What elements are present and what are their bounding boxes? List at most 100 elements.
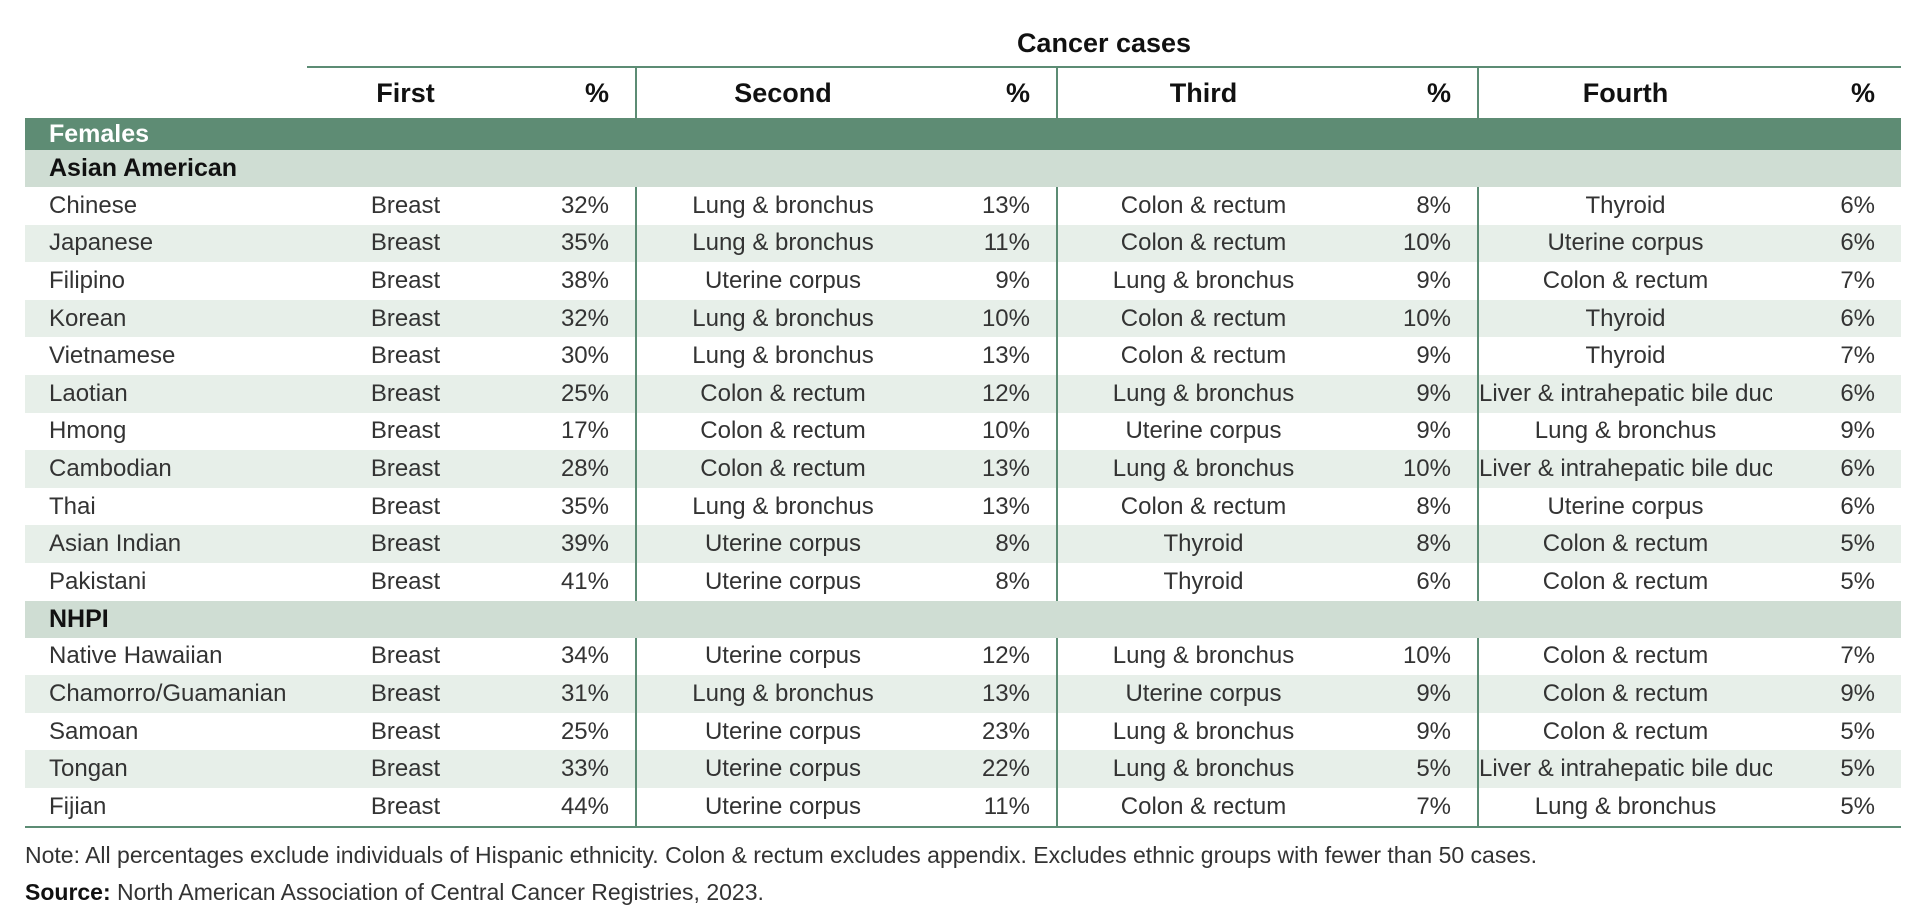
third-pct-cell: 10% (1349, 224, 1478, 263)
third-site-cell: Lung & bronchus (1056, 262, 1349, 300)
third-pct-cell: 6% (1416, 567, 1451, 595)
table-row: Fijian Breast 44% Uterine corpus 11% Colon & … (25, 787, 1902, 828)
second-site-cell: Uterine corpus (635, 750, 929, 788)
first-site-cell: Breast (307, 299, 504, 338)
third-pct-cell: 8% (1349, 525, 1478, 563)
first-site-cell: Breast (307, 675, 504, 713)
first-pct-cell: 41% (560, 567, 609, 595)
second-pct-cell: 22% (929, 750, 1057, 788)
table-row: Tongan Breast 33% Uterine corpus 22% Lung & b… (25, 750, 1902, 788)
second-site-cell: Lung & bronchus (635, 224, 929, 263)
table-row: Vietnamese Breast 30% Lung & bronchus 13% Col… (25, 337, 1901, 375)
table-note: Note: All percentages exclude individual… (25, 841, 1538, 868)
fourth-site-cell: Liver & intrahepatic bile duct (1477, 374, 1772, 413)
second-site-cell: Uterine corpus (635, 262, 929, 300)
column-header-fourth: Fourth (1477, 67, 1772, 118)
source-text: North American Association of Central Ca… (110, 878, 764, 905)
column-header-first-pct: % (584, 77, 609, 108)
first-pct-cell: 44% (504, 787, 636, 828)
fourth-pct-cell: 6% (1840, 191, 1876, 219)
second-pct-cell: 11% (929, 787, 1057, 828)
second-site-cell: Uterine corpus (635, 712, 929, 751)
section-header: Females (25, 118, 1902, 150)
first-site-cell: Breast (307, 787, 504, 828)
table-row: Korean Breast 32% Lung & bronchus 10% Colon &… (25, 299, 1902, 338)
fourth-site-cell: Uterine corpus (1477, 487, 1772, 526)
section-header-row: Females (25, 118, 1902, 150)
third-pct-cell: 5% (1349, 750, 1478, 788)
third-site-cell: Lung & bronchus (1056, 450, 1349, 488)
third-pct-cell: 9% (1416, 717, 1451, 745)
third-site-cell: Lung & bronchus (1056, 750, 1349, 788)
fourth-pct-cell: 6% (1840, 492, 1876, 520)
third-pct-cell: 9% (1416, 417, 1451, 445)
first-pct-cell: 33% (504, 750, 636, 788)
stub-header (25, 67, 307, 118)
table-row: Asian Indian Breast 39% Uterine corpus 8% Thy… (25, 525, 1902, 563)
second-pct-cell: 9% (995, 266, 1030, 294)
fourth-pct-cell: 5% (1772, 787, 1902, 828)
ethnicity-cell: Filipino (49, 266, 126, 294)
fourth-site-cell: Thyroid (1477, 337, 1772, 375)
first-site-cell: Breast (307, 450, 504, 488)
ethnicity-cell: Thai (49, 492, 96, 520)
fourth-site-cell: Colon & rectum (1477, 262, 1772, 300)
second-site-cell: Lung & bronchus (635, 675, 929, 713)
second-pct-cell: 10% (981, 417, 1030, 445)
third-pct-cell: 9% (1416, 266, 1451, 294)
table-row: Filipino Breast 38% Uterine corpus 9% Lung & … (25, 262, 1901, 300)
second-pct-cell: 8% (929, 525, 1057, 563)
third-pct-cell: 9% (1349, 675, 1478, 713)
fourth-site-cell: Uterine corpus (1477, 224, 1772, 263)
third-site-cell: Colon & rectum (1056, 187, 1349, 225)
second-pct-cell: 11% (929, 224, 1057, 263)
cancer-cases-table: Cancer cases First % Second % Third % Fo… (25, 20, 1902, 828)
table-body: Females Asian American Chinese Breast 32% Lu… (25, 118, 1902, 828)
table-row: Japanese Breast 35% Lung & bronchus 11% Colon… (25, 224, 1902, 263)
third-site-cell: Thyroid (1056, 525, 1349, 563)
first-site-cell: Breast (370, 717, 441, 745)
column-header-third-pct: % (1426, 77, 1451, 108)
second-pct-cell: 13% (929, 450, 1057, 488)
ethnicity-cell: Chamorro/Guamanian (25, 675, 307, 713)
second-pct-cell: 10% (929, 299, 1057, 338)
second-pct-cell: 13% (981, 492, 1030, 520)
third-pct-cell: 10% (1402, 642, 1451, 670)
first-pct-cell: 39% (504, 525, 636, 563)
first-site-cell: Breast (370, 642, 441, 670)
first-pct-cell: 38% (560, 266, 609, 294)
first-pct-cell: 25% (560, 717, 609, 745)
first-site-cell: Breast (370, 492, 441, 520)
second-pct-cell: 13% (981, 191, 1030, 219)
third-pct-cell: 9% (1416, 342, 1451, 370)
fourth-site-cell: Colon & rectum (1477, 637, 1772, 676)
first-pct-cell: 31% (504, 675, 636, 713)
first-site-cell: Breast (370, 567, 441, 595)
ethnicity-cell: Cambodian (25, 450, 307, 488)
third-pct-cell: 9% (1349, 374, 1478, 413)
third-pct-cell: 10% (1349, 299, 1478, 338)
first-site-cell: Breast (370, 266, 441, 294)
second-site-cell: Colon & rectum (635, 412, 929, 451)
third-site-cell: Thyroid (1056, 562, 1349, 601)
second-site-cell: Lung & bronchus (635, 187, 929, 225)
table-source: Source: North American Association of Ce… (25, 879, 1901, 906)
ethnicity-cell: Tongan (25, 750, 307, 788)
source-label: Source: (25, 878, 111, 905)
second-site-cell: Uterine corpus (635, 562, 929, 601)
third-site-cell: Lung & bronchus (1056, 712, 1349, 751)
first-site-cell: Breast (370, 417, 441, 445)
fourth-site-cell: Colon & rectum (1477, 562, 1772, 601)
first-pct-cell: 25% (504, 374, 636, 413)
second-site-cell: Lung & bronchus (635, 337, 929, 375)
second-site-cell: Uterine corpus (635, 787, 929, 828)
third-site-cell: Uterine corpus (1056, 412, 1349, 451)
table-row: Hmong Breast 17% Colon & rectum 10% Uterine c… (25, 412, 1901, 451)
group-header-row: NHPI (25, 600, 1902, 638)
ethnicity-cell: Samoan (49, 717, 139, 745)
second-site-cell: Uterine corpus (635, 525, 929, 563)
second-site-cell: Lung & bronchus (635, 299, 929, 338)
group-header: NHPI (25, 600, 1902, 638)
table-row: Native Hawaiian Breast 34% Uterine corpus 12… (25, 637, 1901, 676)
column-header-fourth-pct: % (1851, 77, 1876, 108)
